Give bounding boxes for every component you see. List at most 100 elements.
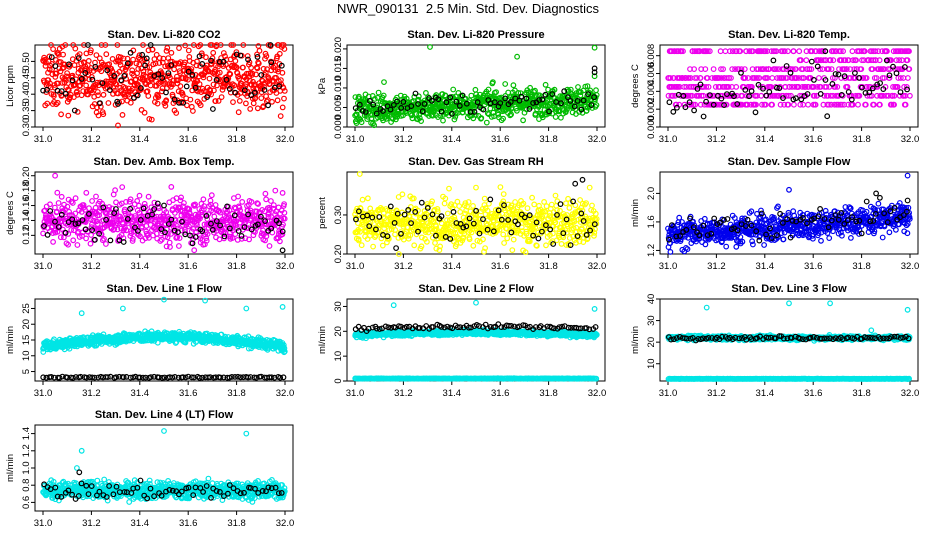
data-point xyxy=(97,100,103,106)
x-tick-label: 31.6 xyxy=(804,134,823,145)
data-point xyxy=(273,74,280,81)
data-point xyxy=(136,192,143,199)
data-point xyxy=(251,89,258,96)
data-point xyxy=(803,57,810,64)
x-tick-label: 31.4 xyxy=(131,388,150,399)
data-point xyxy=(100,111,107,118)
data-point xyxy=(358,119,365,126)
data-point xyxy=(117,84,124,91)
data-point xyxy=(472,86,479,93)
data-point xyxy=(182,42,189,49)
data-point xyxy=(147,42,154,48)
data-point xyxy=(531,88,537,95)
data-point xyxy=(796,48,803,55)
data-point xyxy=(805,101,811,108)
data-point xyxy=(423,89,429,96)
data-point xyxy=(85,58,92,64)
data-point xyxy=(450,86,457,93)
data-point xyxy=(702,241,709,248)
data-point xyxy=(359,196,366,203)
data-point xyxy=(161,202,167,209)
panel-title: Stan. Dev. Li-820 Temp. xyxy=(728,29,850,41)
data-point xyxy=(717,48,724,55)
y-tick-label: 2.0 xyxy=(646,187,657,200)
y-tick-label: 0.40 xyxy=(21,85,32,104)
data-point xyxy=(500,191,507,198)
data-point xyxy=(235,73,242,80)
x-tick-label: 31.4 xyxy=(756,134,775,145)
data-point xyxy=(51,93,57,99)
data-point xyxy=(196,53,203,60)
data-point xyxy=(87,49,94,56)
data-point xyxy=(514,107,520,114)
data-point xyxy=(235,109,242,116)
data-point xyxy=(855,101,861,108)
data-point xyxy=(112,187,118,194)
data-point xyxy=(223,76,230,83)
data-series-1 xyxy=(352,171,600,257)
data-point xyxy=(87,47,94,54)
data-point xyxy=(162,63,169,70)
data-point xyxy=(83,235,89,242)
data-point xyxy=(48,54,55,60)
data-point xyxy=(109,56,116,62)
data-point xyxy=(267,42,274,48)
data-point xyxy=(129,67,136,74)
data-point xyxy=(120,55,127,62)
data-point xyxy=(277,113,284,119)
data-point xyxy=(102,42,109,48)
plot-panel-3: Stan. Dev. Li-820 Temp.31.0 31.2 31.4 31.6 3… xyxy=(630,29,919,145)
data-point xyxy=(510,82,517,89)
data-point xyxy=(250,100,257,107)
data-point xyxy=(155,71,162,77)
data-point xyxy=(127,99,134,106)
data-point xyxy=(248,64,255,71)
data-point xyxy=(212,202,219,208)
data-point xyxy=(156,55,163,61)
data-point xyxy=(137,85,144,91)
y-axis-label: degrees C xyxy=(5,191,16,235)
data-point xyxy=(164,45,171,51)
y-tick-label: 0.45 xyxy=(21,69,32,88)
data-point xyxy=(261,83,267,90)
data-point xyxy=(514,53,520,60)
data-point xyxy=(106,87,113,93)
data-point xyxy=(524,205,531,212)
data-point xyxy=(495,111,502,118)
data-point xyxy=(233,51,240,58)
data-point xyxy=(278,62,285,69)
data-point xyxy=(214,82,220,89)
data-series-1 xyxy=(352,44,600,129)
data-point xyxy=(824,113,831,120)
data-point xyxy=(272,187,279,194)
panel-title: Stan. Dev. Sample Flow xyxy=(728,156,851,168)
data-point xyxy=(863,198,870,205)
data-series-1 xyxy=(665,48,913,108)
data-point xyxy=(268,59,275,66)
data-point xyxy=(60,51,66,58)
data-point xyxy=(240,42,247,48)
data-point xyxy=(893,226,899,233)
x-tick-label: 31.0 xyxy=(659,261,678,272)
data-point xyxy=(484,110,491,117)
data-point xyxy=(253,71,259,78)
data-point xyxy=(65,87,72,94)
data-point xyxy=(818,237,824,244)
data-point xyxy=(429,100,436,107)
x-tick-label: 31.8 xyxy=(539,134,558,145)
data-point xyxy=(507,112,514,119)
data-point xyxy=(145,93,152,99)
x-tick-label: 31.4 xyxy=(756,261,775,272)
data-point xyxy=(505,89,512,96)
data-point xyxy=(102,241,109,247)
y-axis-label: degrees C xyxy=(630,64,641,108)
data-point xyxy=(473,184,479,191)
data-point xyxy=(89,198,95,204)
y-tick-label: 0.20 xyxy=(21,166,32,185)
data-point xyxy=(44,100,51,107)
data-point xyxy=(274,42,281,48)
data-point xyxy=(552,192,559,199)
data-point xyxy=(232,58,239,64)
